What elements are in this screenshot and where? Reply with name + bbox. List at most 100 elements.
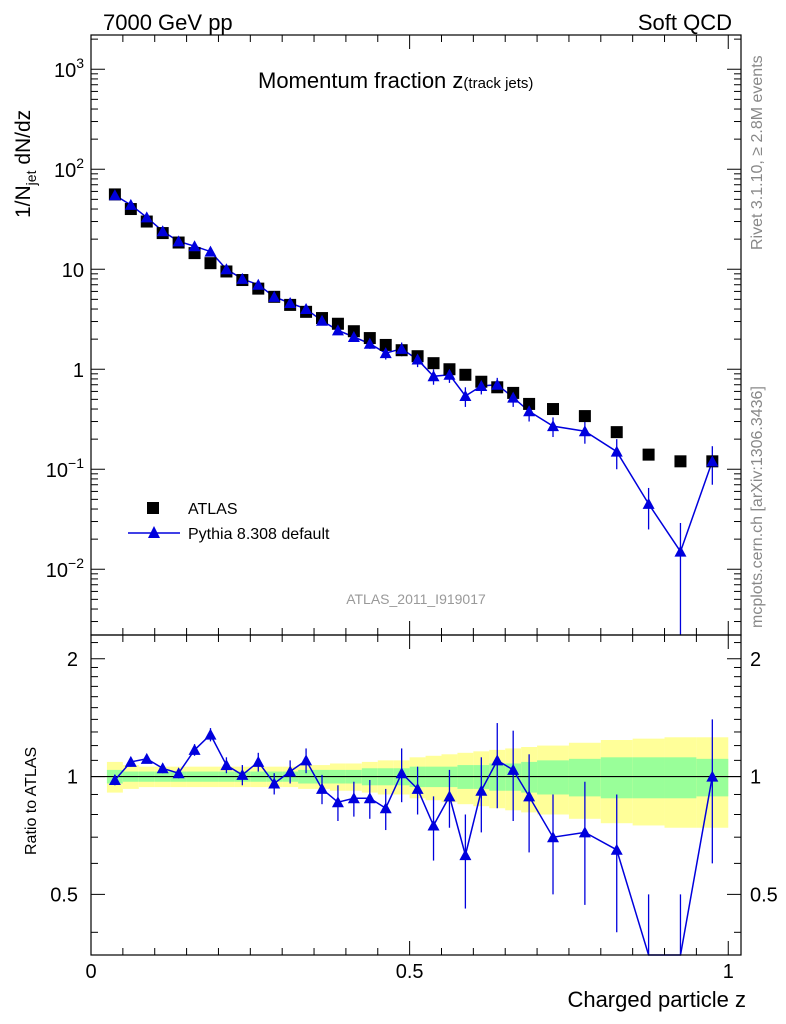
tick-exponent: 2 — [76, 155, 84, 171]
ratio-point — [108, 773, 121, 785]
ratio-point — [220, 759, 233, 771]
ratio-point — [363, 792, 376, 804]
pythia-point — [459, 390, 472, 402]
pythia-point — [284, 296, 297, 308]
ratio-frame — [90, 634, 742, 956]
ratio-point — [331, 796, 344, 808]
pythia-point — [156, 225, 169, 237]
pythia-point — [523, 405, 536, 417]
main-ylabel-sub: jet — [23, 170, 39, 186]
ratio-y-tick-label-right: 2 — [750, 649, 761, 671]
ratio-point — [284, 765, 297, 777]
ratio-point — [610, 843, 623, 855]
ratio-point — [706, 770, 719, 782]
ratio-point — [188, 743, 201, 755]
atlas-point — [459, 368, 472, 381]
pythia-point — [236, 272, 249, 284]
tick-base: 10 — [54, 60, 76, 82]
atlas-point — [547, 403, 560, 416]
tick-base: 10 — [54, 160, 76, 182]
x-tick-label: 0.5 — [396, 961, 424, 983]
tick-exponent: −1 — [68, 455, 84, 471]
legend-atlas-marker — [147, 502, 159, 514]
ratio-point — [427, 819, 440, 831]
ratio-point — [252, 755, 265, 767]
main-frame — [90, 34, 742, 636]
uncertainty-band-inner — [600, 757, 633, 799]
main-y-tick-label: 10−2 — [46, 555, 84, 582]
ratio-point — [316, 782, 329, 794]
atlas-point — [642, 448, 655, 461]
xlabel: Charged particle z — [567, 987, 746, 1012]
main-y-tick-label: 103 — [54, 55, 84, 82]
main-title-text: Momentum fraction z — [258, 68, 463, 93]
ratio-point — [507, 763, 520, 775]
pythia-point — [491, 378, 504, 390]
main-y-tick-label: 10−1 — [46, 455, 84, 482]
ratio-point — [172, 767, 185, 779]
main-title-sub: (track jets) — [463, 75, 533, 92]
pythia-point — [172, 235, 185, 247]
pythia-point — [610, 445, 623, 457]
pythia-line — [114, 194, 714, 554]
ratio-point — [395, 767, 408, 779]
ratio-y-tick-label-right: 1 — [750, 767, 761, 789]
pythia-point — [395, 342, 408, 354]
atlas-point — [610, 426, 623, 439]
pythia-point — [300, 303, 313, 315]
main-marks — [108, 188, 719, 635]
pythia-point — [547, 420, 560, 432]
legend-pythia-marker — [148, 526, 160, 538]
atlas-point — [578, 410, 591, 423]
main-ylabel-text: 1/N — [12, 185, 35, 218]
watermark: ATLAS_2011_I919017 — [346, 591, 486, 607]
tick-base: 10 — [46, 560, 68, 582]
pythia-point — [507, 391, 520, 403]
ratio-marks — [91, 719, 741, 956]
pythia-point — [578, 425, 591, 437]
atlas-point — [427, 357, 440, 370]
pythia-point — [220, 263, 233, 275]
header-right: Soft QCD — [638, 10, 732, 35]
pythia-point — [347, 331, 360, 343]
ratio-point — [547, 831, 560, 843]
pythia-point — [363, 337, 376, 349]
ratio-point — [124, 755, 137, 767]
atlas-point — [204, 257, 217, 270]
pythia-point — [140, 211, 153, 223]
legend-atlas-label: ATLAS — [188, 501, 238, 518]
atlas-point — [331, 317, 344, 330]
pythia-point — [674, 545, 687, 557]
ratio-point — [475, 784, 488, 796]
atlas-point — [379, 338, 392, 351]
tick-base: 10 — [62, 260, 84, 282]
tick-exponent: 3 — [76, 55, 84, 71]
tick-base: 1 — [73, 360, 84, 382]
pythia-point — [204, 245, 217, 257]
ratio-point — [156, 762, 169, 774]
main-y-tick-label: 1 — [73, 360, 84, 382]
tick-exponent: −2 — [68, 555, 84, 571]
uncertainty-band-inner — [632, 757, 665, 799]
pythia-point — [331, 324, 344, 336]
pythia-point — [427, 370, 440, 382]
pythia-point — [124, 198, 137, 210]
uncertainty-band-inner — [664, 757, 697, 799]
ratio-point — [300, 754, 313, 766]
main-y-tick-label: 10 — [62, 260, 84, 282]
ratio-point — [411, 782, 424, 794]
ratio-point — [523, 790, 536, 802]
tick-base: 10 — [46, 460, 68, 482]
header-left: 7000 GeV pp — [103, 10, 233, 35]
pythia-point — [411, 353, 424, 365]
main-title: Momentum fraction z(track jets) — [258, 68, 533, 93]
ratio-point — [459, 849, 472, 861]
ratio-point — [347, 792, 360, 804]
x-tick-label: 0 — [85, 961, 96, 983]
main-ylabel: 1/Njet dN/dz — [12, 110, 39, 218]
pythia-point — [252, 278, 265, 290]
ratio-y-tick-label: 1 — [67, 767, 78, 789]
pythia-point — [268, 290, 281, 302]
